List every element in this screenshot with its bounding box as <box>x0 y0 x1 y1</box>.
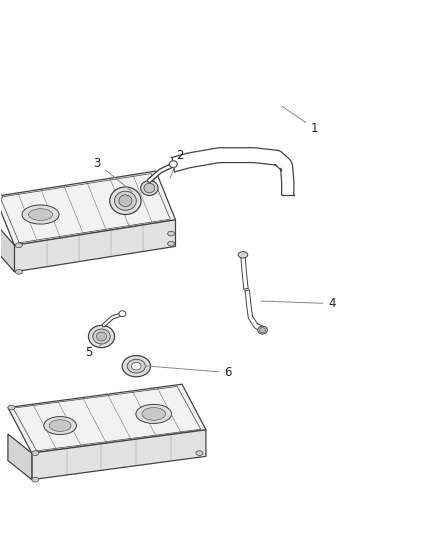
Polygon shape <box>32 430 206 480</box>
Polygon shape <box>0 223 14 272</box>
Ellipse shape <box>110 187 141 215</box>
Ellipse shape <box>196 451 203 456</box>
Ellipse shape <box>0 194 3 199</box>
Ellipse shape <box>119 195 132 207</box>
Polygon shape <box>245 290 263 332</box>
Ellipse shape <box>28 209 53 220</box>
Ellipse shape <box>142 408 166 420</box>
Ellipse shape <box>131 362 141 370</box>
Ellipse shape <box>119 311 126 317</box>
Ellipse shape <box>49 419 71 431</box>
Ellipse shape <box>93 329 110 344</box>
Ellipse shape <box>15 243 22 248</box>
Ellipse shape <box>168 231 175 236</box>
Ellipse shape <box>141 181 158 196</box>
Ellipse shape <box>88 325 115 348</box>
Ellipse shape <box>170 161 177 167</box>
Text: 1: 1 <box>282 107 318 135</box>
Ellipse shape <box>127 359 145 373</box>
Ellipse shape <box>32 451 39 456</box>
Ellipse shape <box>44 417 77 434</box>
Text: 5: 5 <box>85 343 103 359</box>
Text: 3: 3 <box>93 157 132 191</box>
Ellipse shape <box>136 405 172 423</box>
Ellipse shape <box>32 477 39 482</box>
Ellipse shape <box>259 327 265 333</box>
Ellipse shape <box>258 326 267 334</box>
Polygon shape <box>14 220 176 272</box>
Ellipse shape <box>96 332 107 341</box>
Polygon shape <box>0 171 176 245</box>
Polygon shape <box>8 434 32 480</box>
Ellipse shape <box>115 191 136 211</box>
Polygon shape <box>241 256 248 289</box>
Ellipse shape <box>122 356 150 377</box>
Text: 6: 6 <box>145 366 231 379</box>
Text: 4: 4 <box>261 297 336 310</box>
Polygon shape <box>8 384 206 453</box>
Ellipse shape <box>238 252 248 258</box>
Ellipse shape <box>168 241 175 246</box>
Ellipse shape <box>8 405 15 410</box>
Text: 2: 2 <box>170 149 184 178</box>
Polygon shape <box>172 148 294 195</box>
Ellipse shape <box>15 269 22 274</box>
Ellipse shape <box>144 183 155 193</box>
Ellipse shape <box>22 205 59 224</box>
